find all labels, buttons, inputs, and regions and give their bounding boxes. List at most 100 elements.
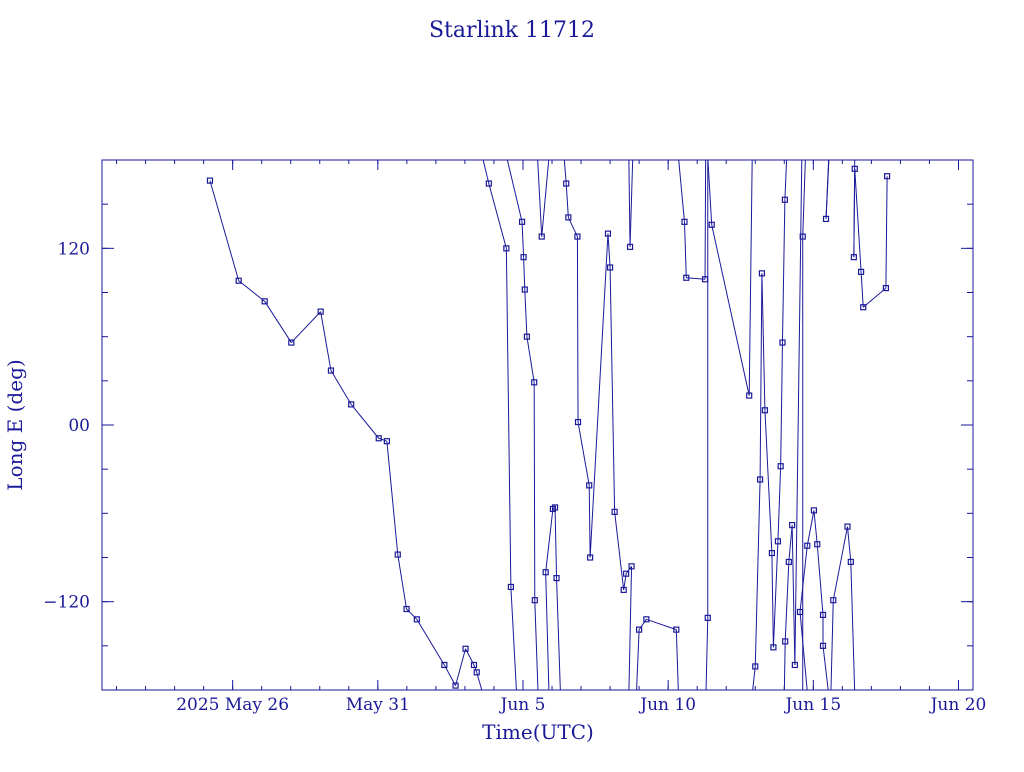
data-point xyxy=(574,418,582,426)
series-line-segment xyxy=(577,421,590,486)
series-line-segment xyxy=(628,566,633,690)
series-line-segment xyxy=(320,311,332,371)
series-line-segment xyxy=(628,160,631,247)
plot-area: 2025 May 26 May 31 Jun 5 Jun 10 Jun 15 Jun 20… xyxy=(43,159,986,715)
series-line-segment xyxy=(780,342,783,467)
series-line-segment xyxy=(416,619,445,666)
series-line-segment xyxy=(576,236,579,423)
series-line-segment xyxy=(545,508,554,573)
data-point xyxy=(623,570,630,577)
series-line-segment xyxy=(476,672,483,690)
data-point xyxy=(782,638,789,645)
chart-title: Starlink 11712 xyxy=(429,18,595,43)
series-line-segment xyxy=(505,248,512,587)
data-point xyxy=(643,616,650,623)
series-line-segment xyxy=(675,629,679,690)
data-point xyxy=(413,616,420,623)
x-tick-label: Jun 10 xyxy=(638,695,696,715)
data-point xyxy=(375,435,382,442)
series-line-segment xyxy=(524,289,528,337)
plot-frame xyxy=(101,159,974,691)
data-point xyxy=(531,379,538,386)
series-line-segment xyxy=(752,666,756,690)
series-line-segment xyxy=(764,410,773,554)
series-line-segment xyxy=(567,217,578,237)
series-line-segment xyxy=(406,608,418,620)
data-point xyxy=(814,541,821,548)
series-line-segment xyxy=(350,404,380,439)
series-line-segment xyxy=(830,600,834,690)
data-point xyxy=(847,558,854,566)
data-point xyxy=(774,538,782,545)
series-line-segment xyxy=(822,645,829,690)
data-point xyxy=(523,333,531,340)
series-line-segment xyxy=(290,311,322,343)
series-line-segment xyxy=(791,525,796,665)
series-line-segment xyxy=(759,273,763,480)
series-line-segment xyxy=(788,525,793,562)
series-line-segment xyxy=(754,479,761,667)
series-line-segment xyxy=(704,160,707,280)
x-tick-label: 2025 May 26 xyxy=(176,695,289,715)
data-point xyxy=(789,522,796,529)
data-point xyxy=(551,504,559,511)
data-point xyxy=(383,438,390,445)
data-point xyxy=(850,254,857,261)
data-point xyxy=(758,270,766,277)
series-line-segment xyxy=(683,221,687,278)
data-point xyxy=(473,669,480,676)
data-point xyxy=(565,214,572,221)
data-point xyxy=(701,276,709,283)
data-point xyxy=(620,586,627,593)
data-point xyxy=(844,523,851,530)
series-line-segment xyxy=(799,611,808,690)
data-point xyxy=(884,173,891,180)
series-line-segment xyxy=(862,287,887,308)
series-line-segment xyxy=(526,336,535,383)
data-point xyxy=(628,563,635,570)
series-line-segment xyxy=(784,561,790,642)
data-point xyxy=(348,401,355,408)
data-point xyxy=(781,196,788,203)
series-line-segment xyxy=(510,586,517,690)
data-point xyxy=(882,284,890,292)
y-axis-label: Long E (deg) xyxy=(3,359,27,490)
data-point xyxy=(626,243,634,250)
data-point xyxy=(708,221,715,228)
data-point xyxy=(507,583,514,591)
data-point xyxy=(683,274,690,281)
series-line-segment xyxy=(473,664,478,673)
y-tick-label: −120 xyxy=(43,593,90,613)
series-line-segment xyxy=(748,160,753,396)
series-line-segment xyxy=(330,370,352,405)
series-line-segment xyxy=(488,183,507,249)
series-line-segment xyxy=(209,180,240,281)
data-point xyxy=(542,569,549,576)
data-point xyxy=(403,605,410,613)
x-axis-label: Time(UTC) xyxy=(482,720,594,744)
series-line-segment xyxy=(523,257,526,290)
series-line-segment xyxy=(556,578,561,690)
data-point xyxy=(796,608,804,616)
series-line-segment xyxy=(825,160,830,219)
data-point xyxy=(394,551,401,558)
series-line-segment xyxy=(772,541,779,648)
series-line-segment xyxy=(784,160,788,200)
data-point xyxy=(746,392,753,399)
series-line-segment xyxy=(238,280,266,302)
data-point xyxy=(779,339,786,346)
data-point xyxy=(673,626,680,633)
series-line-segment xyxy=(378,437,388,442)
series-line-segment xyxy=(802,160,806,237)
series-line-segment xyxy=(506,160,523,222)
series-line-segment xyxy=(761,273,766,411)
series-line-segment xyxy=(783,641,786,690)
data-point xyxy=(636,626,643,633)
series-line-segment xyxy=(443,664,456,686)
data-point xyxy=(327,367,335,374)
series-line-segment xyxy=(545,572,550,690)
series-line-segment xyxy=(563,160,567,184)
series-line-segment xyxy=(614,511,625,590)
data-point xyxy=(611,508,618,515)
